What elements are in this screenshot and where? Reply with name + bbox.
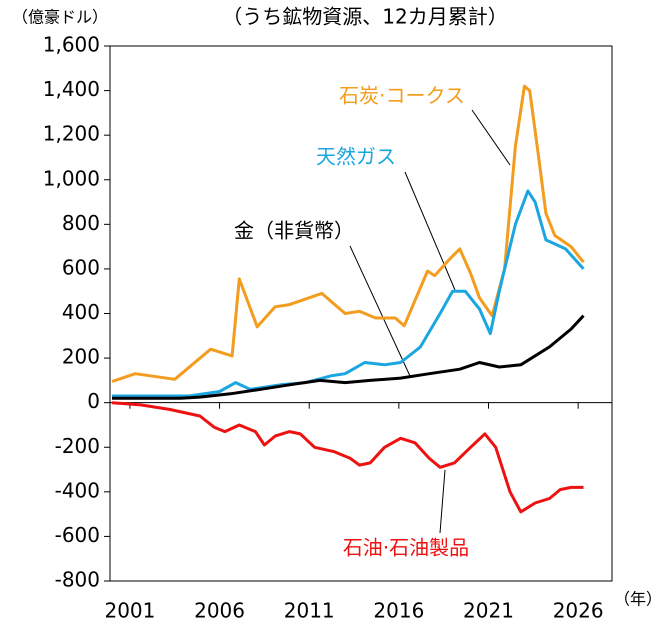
x-tick-label: 2021 [463, 599, 514, 623]
series-label: 天然ガス [316, 145, 396, 169]
y-axis-label: （億豪ドル） [12, 8, 108, 27]
y-tick-label: 800 [62, 211, 100, 235]
series-line [112, 189, 585, 398]
y-tick-label: -800 [55, 568, 100, 592]
x-axis-label: （年） [614, 590, 662, 609]
y-tick-label: 0 [87, 389, 100, 413]
series-line [111, 401, 584, 514]
x-tick-label: 2011 [284, 599, 335, 623]
chart-title: （うち鉱物資源、12カ月累計） [222, 5, 507, 29]
x-tick-label: 2016 [373, 599, 424, 623]
y-tick-label: 1,200 [43, 122, 100, 146]
leader-line [471, 109, 511, 166]
x-tick-label: 2001 [104, 599, 155, 623]
x-tick-label: 2006 [194, 599, 245, 623]
y-tick-label: 1,000 [43, 166, 100, 190]
series-line [112, 314, 585, 400]
series-label: 金（非貨幣） [234, 219, 354, 243]
x-tick-label: 2026 [553, 599, 604, 623]
series-line [111, 84, 585, 383]
y-tick-label: -200 [55, 434, 100, 458]
y-tick-label: -400 [55, 478, 100, 502]
y-tick-label: 600 [62, 255, 100, 279]
y-tick-label: 200 [62, 345, 100, 369]
y-tick-label: -600 [55, 523, 100, 547]
y-tick-label: 1,600 [43, 33, 100, 57]
y-tick-label: 400 [62, 300, 100, 324]
leader-line [404, 171, 456, 291]
y-tick-label: 1,400 [43, 77, 100, 101]
leader-line [349, 245, 411, 377]
series-label: 石油·石油製品 [343, 536, 469, 560]
series-label: 石炭·コークス [339, 84, 465, 108]
leader-line [439, 469, 446, 534]
